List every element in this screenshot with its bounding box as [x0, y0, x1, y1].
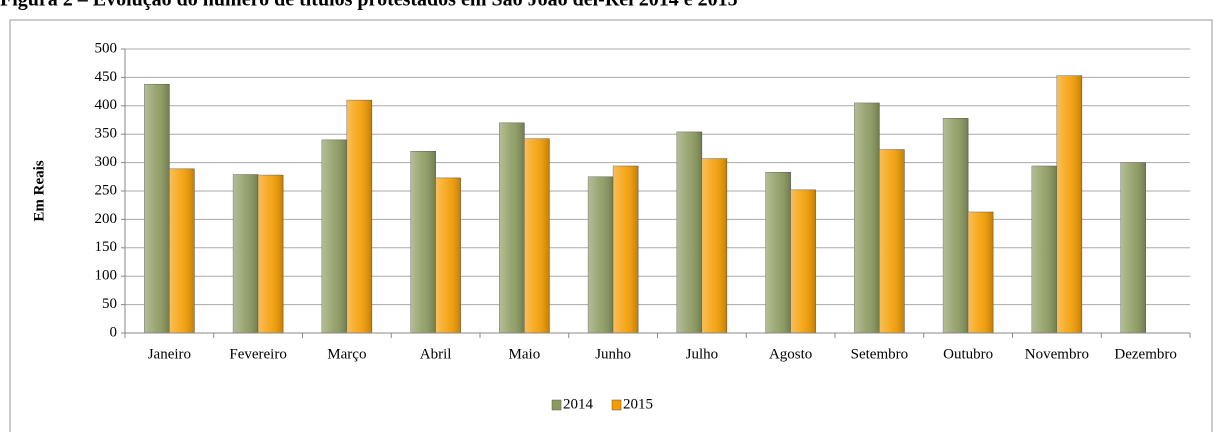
bar — [435, 177, 461, 334]
y-tick-label: 350 — [95, 126, 118, 142]
bar — [1031, 165, 1058, 334]
legend-swatch — [611, 399, 622, 411]
x-tick-label: Novembro — [1025, 346, 1089, 362]
x-tick-label: Abril — [420, 346, 452, 362]
bar — [499, 122, 525, 334]
bar — [410, 150, 436, 334]
bar — [257, 174, 284, 334]
y-tick-label: 200 — [95, 211, 118, 227]
legend-label: 2014 — [563, 396, 594, 412]
bar — [1120, 162, 1146, 334]
bar — [879, 149, 905, 334]
y-axis-title: Em Reais — [31, 160, 47, 221]
x-tick-label: Junho — [595, 346, 631, 362]
x-tick-label: Dezembro — [1114, 346, 1176, 362]
bar — [701, 158, 728, 334]
bar — [612, 165, 639, 334]
bar — [587, 176, 614, 334]
x-tick-label: Janeiro — [148, 346, 191, 362]
y-tick-label: 0 — [110, 324, 118, 340]
y-tick-label: 500 — [95, 40, 118, 56]
y-tick-label: 150 — [95, 239, 118, 255]
x-tick-label: Fevereiro — [229, 346, 286, 362]
x-tick-label: Maio — [509, 346, 541, 362]
chart-title: Figura 2 – Evolução do número de títulos… — [0, 0, 738, 11]
bar — [524, 138, 550, 334]
x-tick-label: Março — [327, 346, 366, 362]
bar — [169, 168, 195, 334]
x-tick-label: Agosto — [769, 346, 812, 362]
legend-label: 2015 — [623, 396, 653, 412]
y-tick-label: 250 — [95, 182, 118, 198]
chart-frame — [9, 19, 1213, 432]
y-tick-label: 300 — [95, 154, 118, 170]
legend-swatch — [551, 399, 562, 411]
bar — [321, 139, 348, 334]
bar — [232, 174, 259, 334]
bar — [765, 172, 791, 334]
bar — [144, 83, 170, 334]
x-tick-label: Outubro — [943, 346, 993, 362]
y-tick-label: 400 — [95, 97, 118, 113]
x-tick-label: Setembro — [851, 346, 909, 362]
bar — [967, 211, 994, 334]
bar — [676, 131, 703, 334]
bar — [790, 189, 816, 334]
bar — [1056, 75, 1083, 334]
y-tick-label: 100 — [95, 268, 118, 284]
y-tick-label: 450 — [95, 69, 118, 85]
x-tick-label: Julho — [686, 346, 719, 362]
bar — [854, 102, 880, 334]
bar — [942, 118, 969, 334]
y-tick-label: 50 — [102, 296, 117, 312]
bar — [346, 99, 373, 334]
